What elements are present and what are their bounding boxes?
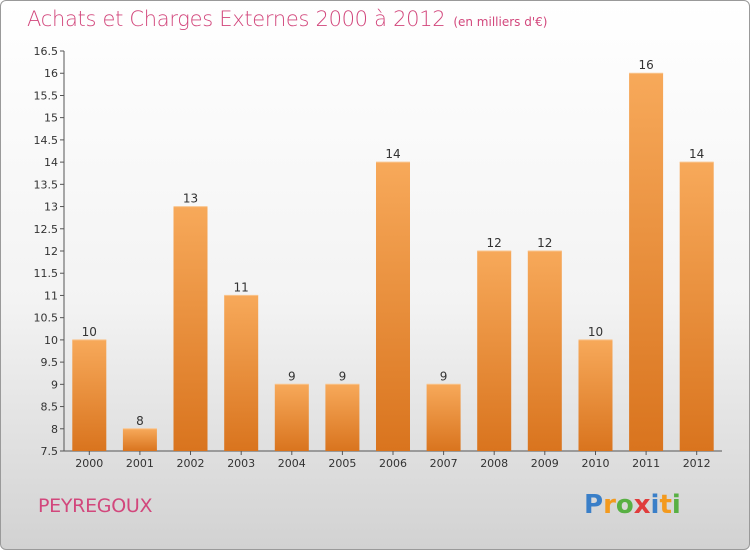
x-tick-label: 2002 — [177, 457, 205, 470]
y-tick-label: 13.5 — [34, 178, 59, 191]
x-tick-label: 2004 — [278, 457, 306, 470]
y-tick-label: 8.5 — [41, 401, 59, 414]
data-label: 13 — [183, 192, 198, 206]
data-label: 8 — [136, 414, 144, 428]
x-tick-label: 2008 — [480, 457, 508, 470]
bar — [578, 339, 613, 451]
data-label: 9 — [440, 369, 448, 383]
y-tick-label: 11 — [44, 289, 58, 302]
data-label: 14 — [385, 147, 400, 161]
data-label: 12 — [537, 236, 552, 250]
x-tick-label: 2000 — [75, 457, 103, 470]
data-label: 12 — [487, 236, 502, 250]
bar — [477, 251, 512, 451]
bar — [527, 251, 562, 451]
y-tick-label: 15.5 — [34, 89, 59, 102]
bar — [122, 428, 157, 451]
data-label: 10 — [82, 325, 97, 339]
chart-subtitle: (en milliers d'€) — [453, 15, 548, 29]
x-tick-label: 2005 — [328, 457, 356, 470]
x-tick-label: 2012 — [683, 457, 711, 470]
logo-letter: i — [671, 490, 681, 520]
y-tick-label: 12.5 — [34, 223, 59, 236]
y-tick-label: 14.5 — [34, 134, 59, 147]
proxiti-logo[interactable]: Proxiti — [584, 490, 681, 520]
y-tick-label: 8 — [51, 423, 58, 436]
y-tick-label: 9 — [51, 378, 58, 391]
y-tick-label: 15 — [44, 112, 58, 125]
y-tick-label: 12 — [44, 245, 58, 258]
x-tick-label: 2001 — [126, 457, 154, 470]
data-label: 9 — [339, 369, 347, 383]
data-label: 10 — [588, 325, 603, 339]
x-tick-label: 2006 — [379, 457, 407, 470]
data-label: 16 — [638, 58, 653, 72]
bar — [679, 162, 714, 451]
commune-name: PEYREGOUX — [38, 495, 153, 517]
data-label: 9 — [288, 369, 296, 383]
x-tick-label: 2003 — [227, 457, 255, 470]
y-tick-label: 11.5 — [34, 267, 59, 280]
bar — [376, 162, 410, 451]
logo-letter: x — [633, 490, 651, 520]
axes: 7.5 8 8.5 9 9.5 10 10.5 11 11.5 12 12.5 13 13.5 14 14.… — [34, 45, 722, 458]
y-tick-label: 10.5 — [34, 312, 59, 325]
bar — [72, 339, 107, 451]
y-tick-label: 16 — [44, 67, 58, 80]
bar — [426, 384, 461, 451]
y-tick-label: 7.5 — [41, 445, 59, 458]
y-tick-label: 9.5 — [41, 356, 59, 369]
labels: 10 2000 8 2001 13 2002 11 2003 9 2004 9 2005 14 2006 9… — [75, 58, 710, 470]
data-label: 14 — [689, 147, 704, 161]
data-label: 11 — [234, 280, 249, 294]
y-tick-label: 10 — [44, 334, 58, 347]
bar — [274, 384, 309, 451]
logo-letter: i — [650, 490, 660, 520]
bar — [325, 384, 360, 451]
title-row: Achats et Charges Externes 2000 à 2012 (e… — [27, 7, 547, 31]
bar — [173, 206, 208, 451]
y-tick-label: 16.5 — [34, 45, 59, 58]
x-tick-label: 2010 — [582, 457, 610, 470]
x-tick-label: 2011 — [632, 457, 660, 470]
bar — [224, 295, 259, 451]
bars — [72, 72, 714, 451]
logo-letter: t — [659, 490, 672, 520]
y-tick-label: 13 — [44, 201, 58, 214]
logo-letter: P — [584, 490, 604, 520]
logo-letter: r — [603, 490, 616, 520]
chart-title: Achats et Charges Externes 2000 à 2012 — [27, 7, 446, 31]
bar — [629, 73, 664, 451]
y-tick-label: 14 — [44, 156, 58, 169]
logo-letter: o — [615, 490, 634, 520]
x-tick-label: 2007 — [430, 457, 458, 470]
x-tick-label: 2009 — [531, 457, 559, 470]
